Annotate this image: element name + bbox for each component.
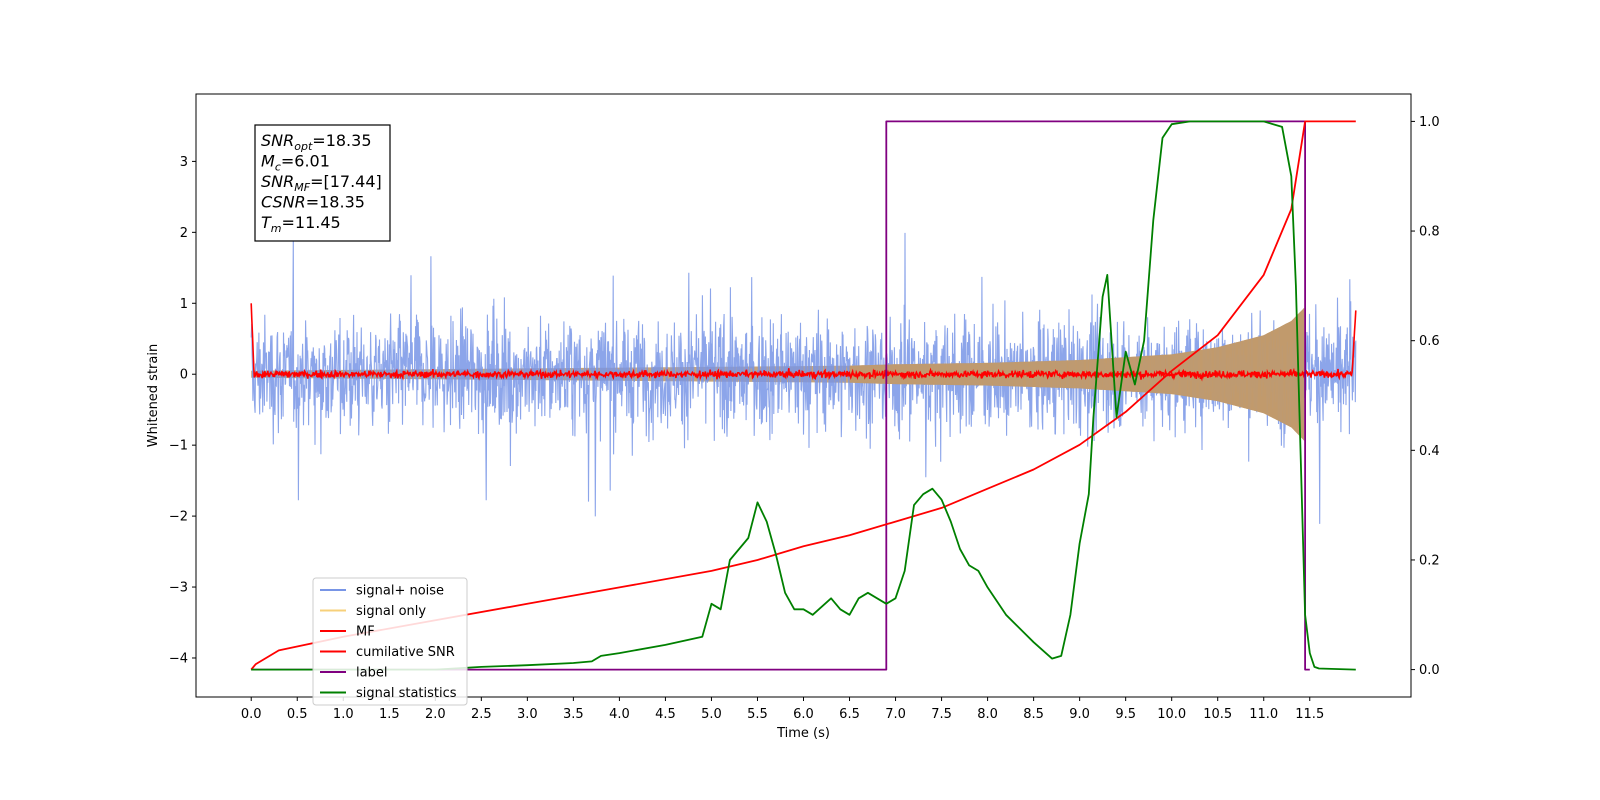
y-tick-label: −4 xyxy=(169,651,188,666)
x-tick-label: 4.0 xyxy=(609,707,630,722)
signal-noise-layer xyxy=(250,232,1357,524)
y-tick-label: 3 xyxy=(180,155,188,170)
legend-frame xyxy=(312,577,468,706)
annotation-line: SNRMF=[17.44] xyxy=(261,172,382,194)
annotation-frame xyxy=(254,124,391,242)
y-right-tick-label: 0.0 xyxy=(1419,663,1440,678)
x-tick-label: 6.0 xyxy=(793,707,814,722)
legend-label: signal only xyxy=(356,604,426,619)
x-axis-title: Time (s) xyxy=(776,726,830,741)
x-tick-label: 10.5 xyxy=(1203,707,1232,722)
x-tick-label: 0.0 xyxy=(241,707,262,722)
legend-label: signal statistics xyxy=(356,686,457,701)
x-tick-label: 7.0 xyxy=(885,707,906,722)
y-right-tick-label: 0.6 xyxy=(1419,334,1440,349)
x-tick-label: 3.0 xyxy=(517,707,538,722)
x-tick-label: 9.0 xyxy=(1069,707,1090,722)
mf-layer xyxy=(250,303,1357,382)
x-tick-label: 1.0 xyxy=(333,707,354,722)
y-tick-label: 2 xyxy=(180,226,188,241)
y-tick-label: 1 xyxy=(180,297,188,312)
x-tick-label: 1.5 xyxy=(379,707,400,722)
y-right-tick-label: 0.2 xyxy=(1419,553,1440,568)
y-tick-label: 0 xyxy=(180,368,188,383)
x-tick-label: 11.5 xyxy=(1295,707,1324,722)
annotation-line: Tm=11.45 xyxy=(261,213,341,235)
legend-label: MF xyxy=(356,625,375,640)
y-right-tick-label: 0.4 xyxy=(1419,444,1440,459)
legend-label: signal+ noise xyxy=(356,584,444,599)
y-tick-label: −1 xyxy=(169,439,188,454)
y-tick-label: −3 xyxy=(169,581,188,596)
annotation-line: Mc=6.01 xyxy=(261,152,330,174)
axes-layer: 0.0 0.5 1.0 1.5 2.0 2.5 3.0 3.5 4.0 4.5 5.0 5.5 6.0 6… xyxy=(169,115,1440,722)
legend: signal+ noise signal only MF cumilative SNR… xyxy=(312,577,468,706)
y-right-tick-label: 1.0 xyxy=(1419,115,1440,130)
x-tick-label: 10.0 xyxy=(1157,707,1186,722)
x-tick-label: 5.5 xyxy=(747,707,768,722)
y-tick-label: −2 xyxy=(169,510,188,525)
legend-label: label xyxy=(356,666,387,681)
x-tick-label: 4.5 xyxy=(655,707,676,722)
x-tick-label: 11.0 xyxy=(1249,707,1278,722)
x-tick-label: 3.5 xyxy=(563,707,584,722)
legend-label: cumilative SNR xyxy=(356,645,455,660)
snr-annotation-box: SNRopt=18.35Mc=6.01SNRMF=[17.44]CSNR=18.… xyxy=(254,124,391,242)
x-tick-label: 8.0 xyxy=(977,707,998,722)
label-series xyxy=(251,120,1310,671)
x-tick-label: 7.5 xyxy=(931,707,952,722)
annotation-line: CSNR=18.35 xyxy=(261,193,365,212)
x-tick-label: 8.5 xyxy=(1023,707,1044,722)
annotation-line: SNRopt=18.35 xyxy=(261,131,372,153)
x-tick-label: 9.5 xyxy=(1115,707,1136,722)
x-tick-label: 6.5 xyxy=(839,707,860,722)
x-tick-label: 2.5 xyxy=(471,707,492,722)
signal-statistics-series xyxy=(251,120,1356,671)
mf-series xyxy=(250,303,1357,382)
y-axis-title: Whitened strain xyxy=(146,344,161,447)
x-tick-label: 0.5 xyxy=(287,707,308,722)
y-right-tick-label: 0.8 xyxy=(1419,225,1440,240)
x-tick-label: 5.0 xyxy=(701,707,722,722)
x-tick-label: 2.0 xyxy=(425,707,446,722)
